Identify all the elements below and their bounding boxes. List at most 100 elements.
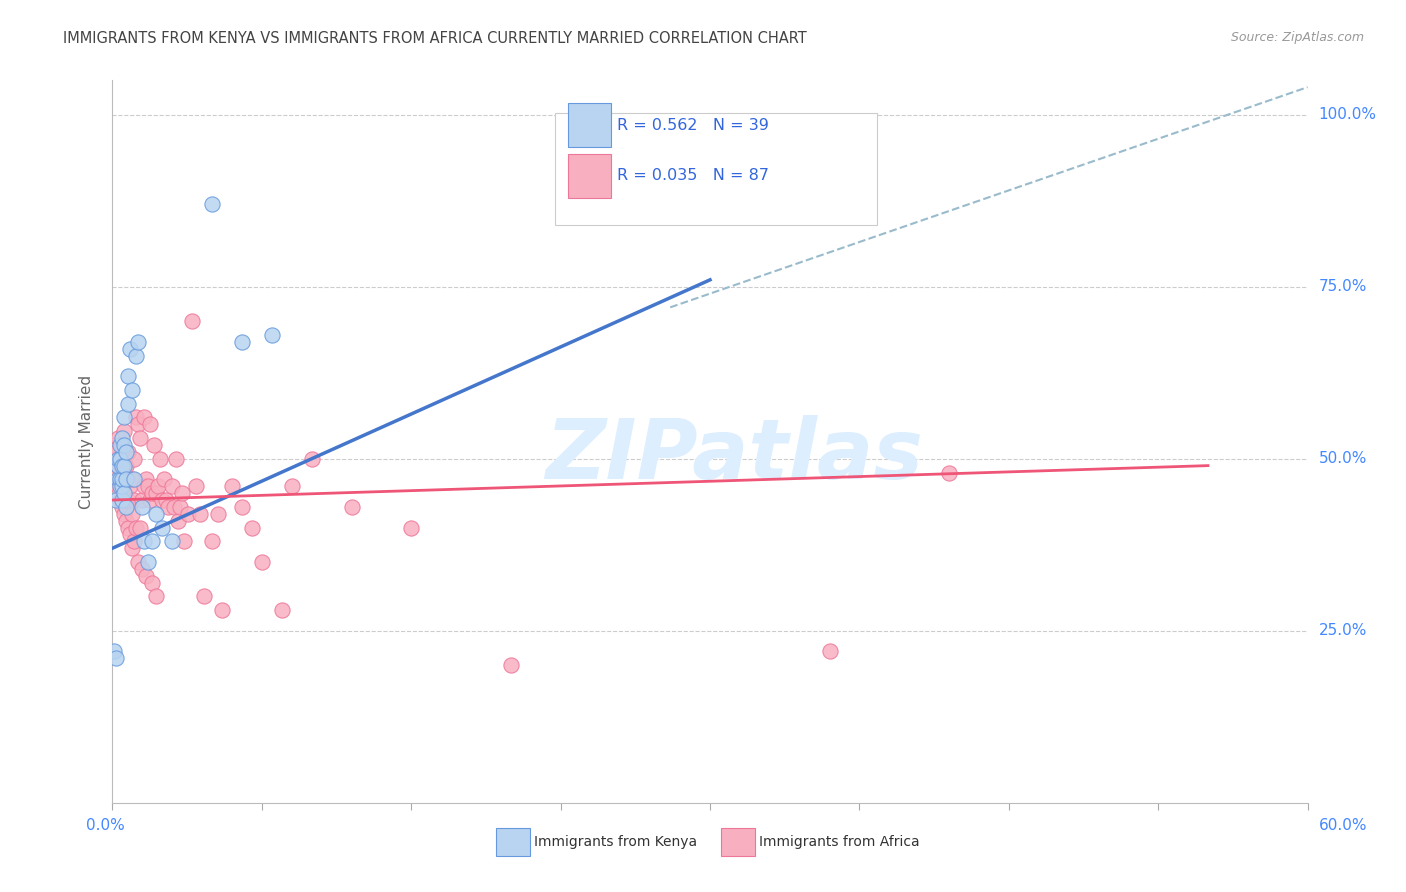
Point [114, 507, 135, 521]
Text: ZIPatlas: ZIPatlas [546, 416, 922, 497]
Point [111, 458, 134, 473]
Point [167, 514, 190, 528]
Point [165, 451, 187, 466]
Point [579, 204, 602, 219]
Point [201, 534, 224, 549]
Point [110, 451, 132, 466]
Point [134, 479, 156, 493]
Text: Source: ZipAtlas.com: Source: ZipAtlas.com [1230, 31, 1364, 45]
Point [117, 445, 139, 459]
Point [938, 466, 960, 480]
Point [207, 507, 229, 521]
Text: Immigrants from Kenya: Immigrants from Kenya [534, 835, 697, 849]
Point [340, 500, 363, 514]
Point [120, 342, 142, 356]
Point [143, 438, 166, 452]
Text: 50.0%: 50.0% [1319, 451, 1367, 467]
Point [139, 417, 162, 432]
Point [173, 534, 195, 549]
Point [125, 410, 148, 425]
Point [186, 479, 208, 493]
Point [107, 458, 129, 473]
Y-axis label: Currently Married: Currently Married [79, 375, 94, 508]
Point [150, 520, 173, 534]
Text: R = 0.562   N = 39: R = 0.562 N = 39 [617, 119, 769, 133]
Point [127, 417, 149, 432]
Point [114, 466, 135, 480]
Point [114, 486, 135, 500]
Point [121, 383, 143, 397]
Text: 0.0%: 0.0% [86, 818, 125, 832]
Point [131, 562, 153, 576]
Point [231, 500, 253, 514]
Point [240, 520, 263, 534]
Point [127, 334, 149, 349]
Point [111, 431, 134, 445]
Point [138, 555, 160, 569]
Point [117, 397, 139, 411]
Point [193, 590, 215, 604]
Point [117, 493, 139, 508]
Point [107, 451, 129, 466]
Point [111, 466, 134, 480]
Point [110, 479, 132, 493]
Point [131, 493, 153, 508]
Point [110, 438, 132, 452]
Text: IMMIGRANTS FROM KENYA VS IMMIGRANTS FROM AFRICA CURRENTLY MARRIED CORRELATION CH: IMMIGRANTS FROM KENYA VS IMMIGRANTS FROM… [63, 31, 807, 46]
FancyBboxPatch shape [554, 112, 877, 225]
Point [270, 603, 292, 617]
Point [162, 534, 183, 549]
Point [114, 458, 135, 473]
Point [260, 327, 283, 342]
Point [139, 493, 162, 508]
Point [148, 479, 170, 493]
Point [103, 438, 125, 452]
Point [111, 472, 134, 486]
Point [141, 575, 163, 590]
Point [231, 334, 253, 349]
Point [107, 431, 129, 445]
FancyBboxPatch shape [568, 154, 610, 198]
Point [211, 603, 233, 617]
Point [110, 472, 132, 486]
Point [134, 534, 156, 549]
Point [301, 451, 323, 466]
Point [110, 451, 132, 466]
Text: 75.0%: 75.0% [1319, 279, 1367, 294]
Point [105, 651, 128, 665]
Point [138, 479, 160, 493]
Point [120, 527, 142, 541]
Point [115, 445, 138, 459]
Point [188, 507, 211, 521]
Point [149, 451, 172, 466]
Point [135, 472, 157, 486]
Point [105, 493, 128, 508]
Point [117, 369, 139, 384]
Text: 100.0%: 100.0% [1319, 107, 1376, 122]
Point [117, 472, 139, 486]
Point [155, 493, 177, 508]
Point [162, 479, 183, 493]
Point [105, 466, 128, 480]
Point [115, 493, 138, 508]
Point [117, 520, 139, 534]
Point [499, 658, 522, 673]
Point [121, 541, 143, 556]
Text: R = 0.035   N = 87: R = 0.035 N = 87 [617, 169, 769, 183]
Point [401, 520, 423, 534]
Point [107, 479, 129, 493]
Point [124, 493, 146, 508]
Text: 60.0%: 60.0% [1319, 818, 1367, 832]
Point [127, 555, 149, 569]
Point [145, 507, 167, 521]
Point [103, 451, 125, 466]
Point [124, 451, 146, 466]
Point [107, 458, 129, 473]
Point [818, 644, 841, 658]
Point [115, 458, 138, 473]
Point [157, 500, 180, 514]
Point [105, 445, 128, 459]
Point [141, 534, 163, 549]
Point [114, 486, 135, 500]
Point [129, 520, 152, 534]
